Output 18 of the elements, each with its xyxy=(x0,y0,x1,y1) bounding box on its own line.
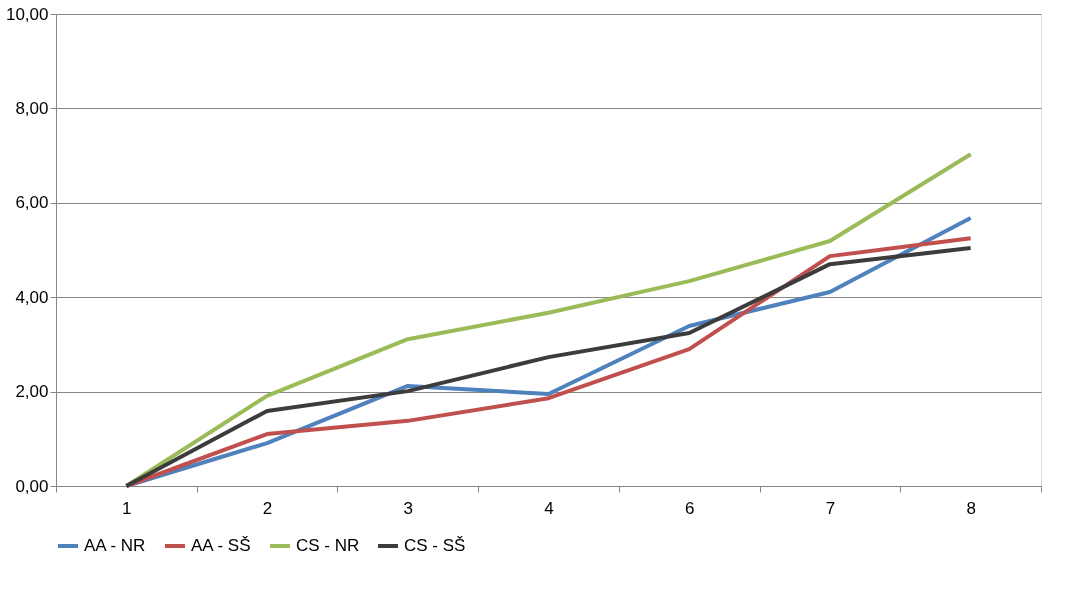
y-tick-label: 6,00 xyxy=(15,193,49,213)
legend-label: CS - NR xyxy=(296,536,360,555)
x-tick-label: 4 xyxy=(544,498,554,518)
legend-label: AA - NR xyxy=(84,536,146,555)
y-tick-label: 2,00 xyxy=(15,382,49,402)
y-tick-label: 4,00 xyxy=(15,287,49,307)
x-tick-label: 6 xyxy=(684,498,695,518)
legend-label: AA - SŠ xyxy=(191,536,251,555)
y-tick-label: 0,00 xyxy=(15,476,49,496)
x-tick-label: 3 xyxy=(403,498,414,518)
legend-label: CS - SŠ xyxy=(404,536,466,555)
x-tick-label: 2 xyxy=(262,498,273,518)
x-tick-label: 7 xyxy=(825,498,836,518)
x-tick-label: 1 xyxy=(122,498,132,518)
x-tick-label: 8 xyxy=(966,498,976,518)
y-tick-label: 8,00 xyxy=(15,98,49,118)
line-series xyxy=(124,152,973,488)
y-tick-label: 10,00 xyxy=(5,4,49,24)
